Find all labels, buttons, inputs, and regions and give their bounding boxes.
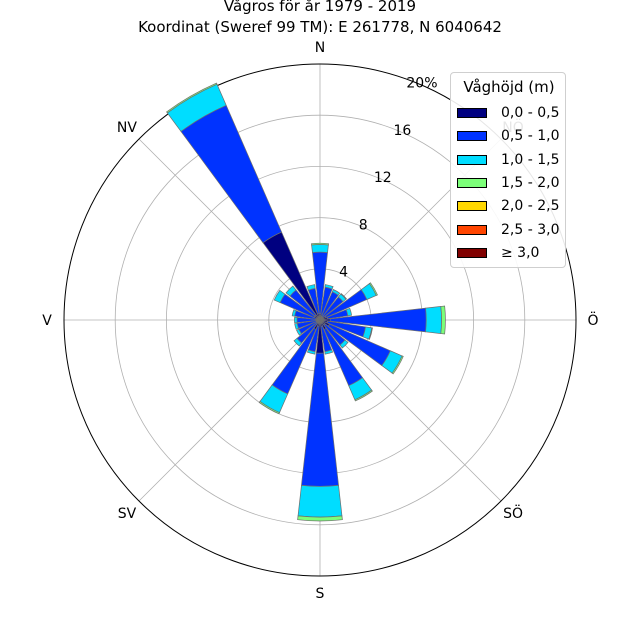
- legend-item: ≥ 3,0: [457, 245, 567, 263]
- rose-wedge: [324, 284, 334, 290]
- legend-swatch: [457, 108, 487, 118]
- direction-label: N: [315, 40, 325, 56]
- rose-wedge: [294, 323, 300, 330]
- rose-bars: [166, 82, 446, 522]
- legend-title: Våghöjd (m): [463, 78, 555, 96]
- legend-label: 0,0 - 0,5: [501, 105, 560, 121]
- chart-title: Vågros för år 1979 - 2019: [223, 0, 417, 15]
- legend-swatch: [457, 177, 487, 188]
- rose-wedge: [311, 242, 329, 246]
- legend-item: 1,5 - 2,0: [457, 175, 567, 193]
- rose-wedge: [368, 282, 378, 296]
- legend-label: 2,0 - 2,5: [501, 198, 560, 215]
- direction-label: SÖ: [503, 504, 523, 522]
- radial-tick-label: 12: [374, 170, 392, 186]
- legend: Våghöjd (m) 0,0 - 0,5 0,5 - 1,0 1,0 - 1,5 1…: [450, 72, 566, 268]
- legend-label: ≥ 3,0: [501, 244, 540, 261]
- chart-subtitle: Koordinat (Sweref 99 TM): E 261778, N 60…: [138, 18, 502, 36]
- rose-wedge: [297, 515, 343, 522]
- radial-tick-label: 20%: [406, 75, 437, 91]
- legend-label: 0,5 - 1,0: [501, 128, 560, 145]
- rose-wedge: [331, 289, 341, 296]
- outer-circle: [63, 63, 577, 577]
- rose-wedge: [296, 328, 302, 336]
- rose-wedge: [285, 285, 297, 297]
- legend-item: 2,5 - 3,0: [457, 222, 567, 240]
- grid-spoke: [138, 319, 321, 502]
- rose-wedge: [258, 400, 280, 415]
- rose-wedge: [339, 339, 349, 349]
- rose-wedge: [324, 349, 334, 355]
- rose-wedge: [294, 316, 298, 324]
- direction-label: SV: [118, 506, 137, 522]
- radial-tick-label: 8: [359, 217, 368, 233]
- legend-item: 2,0 - 2,5: [457, 198, 567, 216]
- rose-wedge: [368, 327, 373, 340]
- rose-wedge: [306, 349, 316, 355]
- legend-swatch: [457, 201, 487, 212]
- rose-wedge: [180, 104, 283, 244]
- legend-label: 1,0 - 1,5: [501, 151, 560, 168]
- rose-wedge: [354, 389, 373, 402]
- direction-label: V: [42, 313, 52, 329]
- rose-wedge: [273, 289, 286, 304]
- legend-item: 0,0 - 0,5: [457, 105, 567, 123]
- legend-label: 2,5 - 3,0: [501, 221, 560, 238]
- rose-wedge: [293, 337, 303, 347]
- rose-wedge: [425, 306, 442, 334]
- direction-label: NV: [117, 120, 137, 136]
- rose-wedge: [311, 244, 329, 253]
- rose-wedge: [340, 292, 348, 300]
- radial-tick-label: 16: [393, 123, 411, 139]
- rose-wedge: [391, 355, 404, 375]
- legend-swatch: [457, 154, 487, 165]
- rose-wedge: [301, 352, 339, 487]
- direction-label: Ö: [587, 311, 598, 329]
- rose-wedge: [345, 307, 353, 317]
- rose-wedge: [297, 484, 343, 518]
- legend-swatch: [457, 131, 487, 142]
- direction-label: S: [316, 586, 325, 602]
- legend-label: 1,5 - 2,0: [501, 174, 560, 191]
- legend-swatch: [457, 224, 487, 235]
- radial-tick-label: 4: [339, 265, 348, 281]
- legend-item: 1,0 - 1,5: [457, 152, 567, 170]
- legend-item: 0,5 - 1,0: [457, 128, 567, 146]
- rose-wedge: [291, 309, 297, 317]
- rose-wedge: [306, 284, 316, 291]
- rose-wedge: [440, 305, 446, 335]
- legend-swatch: [457, 247, 487, 258]
- rose-wedge: [166, 82, 218, 114]
- grid-spoke: [319, 319, 502, 502]
